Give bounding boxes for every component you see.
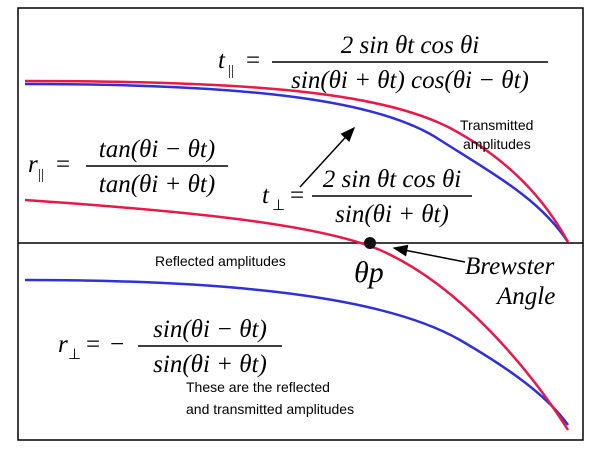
numerator: 2 sin θt cos θi [341, 32, 480, 59]
numerator: tan(θi − θt) [99, 136, 215, 163]
equals: = [56, 151, 70, 178]
formula-sub: || [38, 167, 44, 183]
equals: = [86, 331, 100, 358]
equals: = [246, 47, 260, 74]
label: Transmitted [460, 117, 533, 133]
numerator: sin(θi − θt) [153, 316, 267, 343]
theta-p: θp [354, 256, 384, 289]
formula-sub: ⊥ [68, 347, 81, 363]
formula-lhs: t [262, 182, 270, 209]
note: These are the reflected [186, 379, 330, 395]
formula-sub: || [228, 63, 234, 79]
denominator: tan(θi + θt) [99, 171, 215, 198]
t-par-curve [24, 79, 570, 243]
label: Brewster [465, 253, 555, 280]
r-perp-curve [24, 278, 570, 426]
label: Angle [495, 283, 555, 310]
note: and transmitted amplitudes [186, 401, 354, 417]
arrow [299, 126, 356, 188]
numerator: 2 sin θt cos θi [323, 166, 462, 193]
equals: = [290, 182, 304, 209]
frame [17, 7, 584, 441]
label: amplitudes [463, 136, 531, 152]
arrow [392, 244, 466, 263]
formula-lhs: r [28, 151, 38, 178]
brewster-point [364, 237, 376, 249]
formula-sign: − [110, 331, 124, 358]
denominator: sin(θi + θt) cos(θi − θt) [291, 67, 529, 94]
t-perp-curve [24, 82, 570, 243]
formula-lhs: r [58, 331, 68, 358]
denominator: sin(θi + θt) [335, 201, 449, 228]
formula-sub: ⊥ [272, 198, 285, 214]
r-par-curve [24, 198, 570, 431]
formula-lhs: t [218, 47, 226, 74]
label: Reflected amplitudes [155, 253, 286, 269]
denominator: sin(θi + θt) [153, 351, 267, 378]
